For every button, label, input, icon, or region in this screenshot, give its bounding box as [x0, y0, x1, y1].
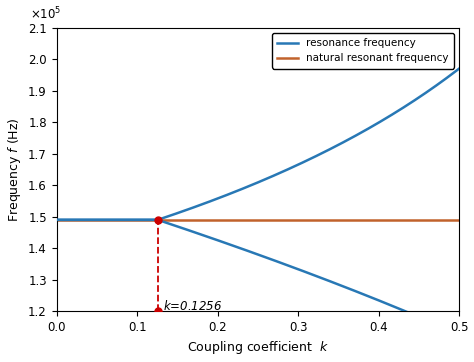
- resonance frequency: [246, 184, 251, 189]
- Y-axis label: Frequency $f$ (Hz): Frequency $f$ (Hz): [6, 117, 23, 222]
- X-axis label: Coupling coefficient  $k$: Coupling coefficient $k$: [187, 340, 329, 357]
- resonance frequency: [456, 66, 462, 71]
- resonance frequency: [106, 218, 111, 222]
- Legend: resonance frequency, natural resonant frequency: resonance frequency, natural resonant fr…: [272, 33, 454, 68]
- resonance frequency: [374, 122, 379, 126]
- Text: $k$=0.1256: $k$=0.1256: [164, 299, 223, 313]
- resonance frequency: [338, 141, 344, 146]
- Text: $\times 10^5$: $\times 10^5$: [30, 5, 62, 22]
- resonance frequency: [54, 218, 59, 222]
- resonance frequency: [380, 118, 386, 122]
- Line: resonance frequency: resonance frequency: [56, 68, 459, 220]
- resonance frequency: [232, 190, 237, 194]
